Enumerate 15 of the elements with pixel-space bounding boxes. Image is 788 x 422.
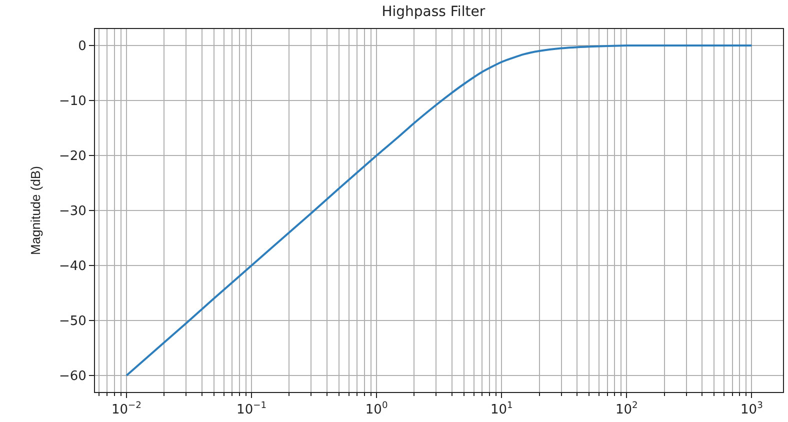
x-tick-label: 10$^{1}$ [490,401,513,418]
y-tick-label: −20 [58,149,86,164]
y-tick-label: −30 [58,204,86,220]
y-tick-label: 0 [78,39,86,54]
y-tick-label: −40 [58,259,86,274]
y-tick-label: −60 [58,369,86,384]
y-axis-title: Magnitude (dB) [28,166,43,255]
y-tick-label: −50 [58,314,86,330]
x-tick-label: 10$^{3}$ [740,401,764,418]
chart-title: Highpass Filter [382,4,486,20]
x-tick-label: 10$^{0}$ [365,401,388,418]
x-tick-label: 10$^{−2}$ [112,401,142,418]
x-tick-label: 10$^{−1}$ [236,401,267,418]
x-tick-label: 10$^{2}$ [615,401,638,418]
y-tick-label: −10 [58,94,86,110]
